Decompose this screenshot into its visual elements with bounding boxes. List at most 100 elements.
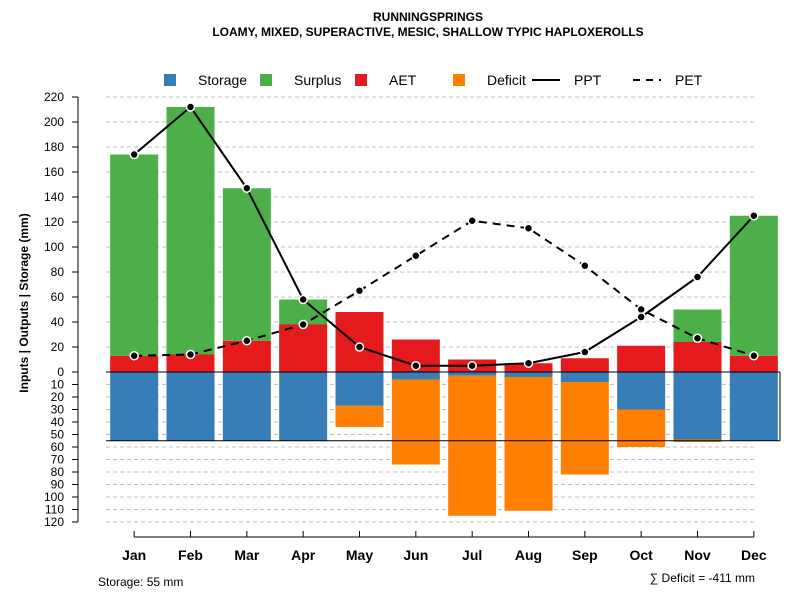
chart-subtitle: LOAMY, MIXED, SUPERACTIVE, MESIC, SHALLO… xyxy=(212,25,643,39)
ppt-line-point xyxy=(354,342,365,352)
legend-swatch xyxy=(355,74,367,86)
ppt-line-point xyxy=(298,294,308,305)
y-tick-label: 50 xyxy=(51,428,65,442)
pet-line-point xyxy=(692,333,703,343)
pet-line-point xyxy=(185,349,196,360)
y-tick-label: 120 xyxy=(44,215,64,229)
y-tick-label: 40 xyxy=(51,315,65,329)
storage-bar xyxy=(166,372,215,441)
ppt-line-point xyxy=(467,361,477,371)
storage-bar xyxy=(279,372,328,441)
storage-bar xyxy=(560,372,609,382)
y-tick-label: 80 xyxy=(51,465,65,479)
deficit-bar xyxy=(448,375,497,516)
storage-bar xyxy=(617,372,666,410)
y-axis-label: Inputs | Outputs | Storage (mm) xyxy=(17,213,31,392)
legend-label: PPT xyxy=(574,72,602,88)
pet-line-point xyxy=(354,286,365,296)
pet-line xyxy=(134,219,755,357)
storage-bar xyxy=(335,372,384,406)
legend-label: Deficit xyxy=(487,72,526,88)
x-tick-label: Feb xyxy=(178,547,203,563)
aet-bar xyxy=(560,358,609,372)
legend-label: AET xyxy=(389,72,417,88)
deficit-bar xyxy=(335,405,384,427)
x-tick-label: Jul xyxy=(462,547,482,563)
aet-bar xyxy=(222,340,271,372)
x-tick-label: Mar xyxy=(234,547,259,563)
deficit-bar xyxy=(617,409,666,447)
y-tick-label: 180 xyxy=(44,140,64,154)
storage-bar xyxy=(673,372,722,440)
y-tick-label: 60 xyxy=(51,290,65,304)
pet-line-point xyxy=(467,216,477,226)
storage-bar xyxy=(110,372,159,441)
y-tick-label: 60 xyxy=(51,440,65,454)
aet-bar xyxy=(335,312,384,372)
pet-line-point xyxy=(580,261,590,271)
x-tick-label: Nov xyxy=(684,547,711,563)
legend-swatch xyxy=(164,74,176,86)
y-tick-label: 0 xyxy=(57,365,64,379)
deficit-bar xyxy=(391,379,440,465)
storage-bar xyxy=(448,372,497,376)
aet-bar xyxy=(110,355,159,372)
storage-footer: Storage: 55 mm xyxy=(98,575,183,589)
x-tick-label: Oct xyxy=(629,547,653,563)
y-tick-label: 20 xyxy=(51,340,65,354)
storage-bar xyxy=(222,372,271,441)
storage-bar xyxy=(504,372,553,377)
x-tick-label: Dec xyxy=(741,547,767,563)
ppt-line-point xyxy=(749,211,759,221)
ppt-line-point xyxy=(242,183,252,193)
deficit-bar xyxy=(504,377,553,511)
x-tick-label: Apr xyxy=(291,547,316,563)
storage-bar xyxy=(391,372,440,380)
y-tick-label: 220 xyxy=(44,90,64,104)
ppt-line xyxy=(133,105,755,367)
y-tick-label: 40 xyxy=(51,415,65,429)
deficit-footer: ∑ Deficit = -411 mm xyxy=(650,571,755,585)
pet-line-point xyxy=(411,251,421,261)
y-tick-label: 160 xyxy=(44,165,64,179)
y-tick-label: 120 xyxy=(44,515,64,529)
pet-line-point xyxy=(523,223,534,233)
ppt-line-point xyxy=(185,102,196,112)
y-tick-label: 10 xyxy=(51,378,65,392)
ppt-line-point xyxy=(692,272,703,282)
deficit-bar xyxy=(560,382,609,475)
aet-bar xyxy=(729,355,778,372)
aet-bar xyxy=(617,345,666,372)
y-tick-label: 200 xyxy=(44,115,64,129)
aet-bar xyxy=(279,324,328,372)
pet-line-point xyxy=(129,351,139,361)
aet-bar xyxy=(673,342,722,372)
ppt-line-point xyxy=(411,361,421,371)
surplus-bar xyxy=(222,188,271,341)
storage-bar xyxy=(729,372,778,441)
chart-title: RUNNINGSPRINGS xyxy=(373,10,483,24)
y-tick-label: 140 xyxy=(44,190,64,204)
legend-label: PET xyxy=(675,72,703,88)
x-tick-label: Jan xyxy=(122,547,146,563)
legend-swatch xyxy=(453,74,465,86)
x-tick-label: Sep xyxy=(572,547,598,563)
surplus-bar xyxy=(110,154,159,356)
legend: Storage Surplus AET Deficit PPT PET xyxy=(164,72,703,88)
legend-swatch xyxy=(260,74,272,86)
axes: 0204060801001201401601802002201020304050… xyxy=(44,90,767,563)
aet-bar xyxy=(166,354,215,372)
ppt-line-point xyxy=(523,358,534,368)
pet-line-point xyxy=(749,351,759,361)
y-tick-label: 80 xyxy=(51,265,65,279)
x-tick-label: Jun xyxy=(403,547,428,563)
x-tick-label: Aug xyxy=(515,547,542,563)
y-tick-label: 30 xyxy=(51,403,65,417)
series-lines xyxy=(129,102,759,371)
ppt-line-point xyxy=(580,347,590,357)
y-tick-label: 100 xyxy=(44,490,64,504)
ppt-line-point xyxy=(129,149,139,160)
legend-label: Storage xyxy=(198,72,247,88)
y-tick-label: 20 xyxy=(51,390,65,404)
